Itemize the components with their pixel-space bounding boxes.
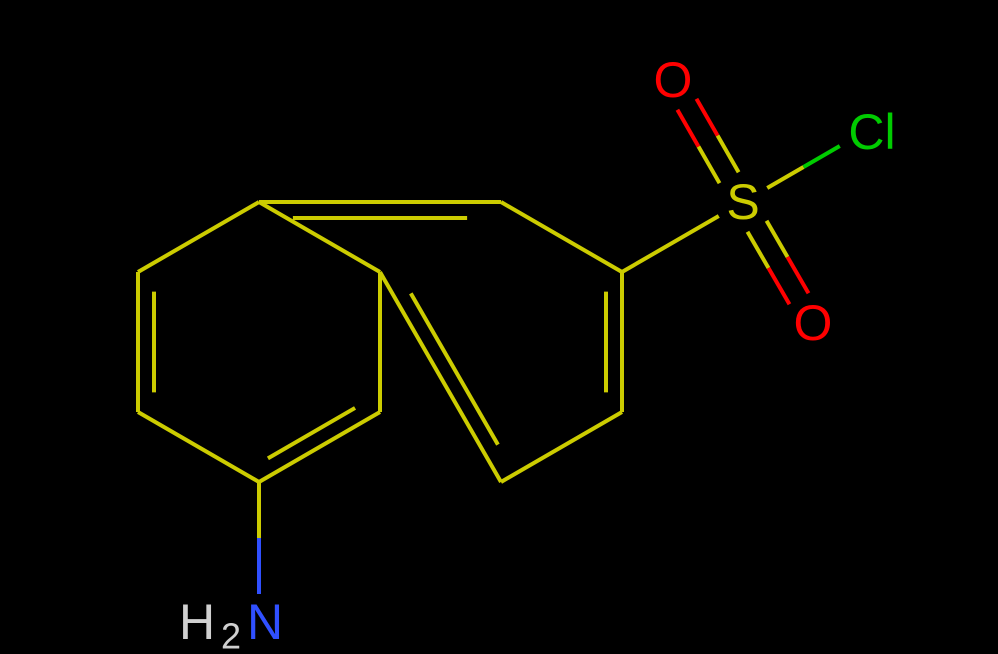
atom-label-o: O [794,295,833,351]
bond-s-o2 [768,268,789,304]
bond-s-o2 [747,232,768,268]
bond-s-o2 [788,257,809,293]
atom-label-s: S [726,174,759,230]
atom-h: H [179,594,215,650]
bond-c8-c8a [411,293,498,444]
atom-label-cl: Cl [848,104,895,160]
atom-n: N [247,594,283,650]
bond-c5-c6 [501,202,622,272]
bond-s-o1 [718,136,739,173]
bond-s-o1 [698,146,719,183]
bond-s-o2 [767,221,788,257]
bond-c4a-c8a [259,202,380,272]
atom-h-sub: 2 [221,616,241,654]
bond-s-cl [767,167,803,188]
bond-s-o1 [677,110,698,147]
bond-c7-c8 [501,412,622,482]
bond-s-o1 [696,99,717,136]
bond-c6-s [622,216,719,272]
bond-c8-c8a [380,272,501,482]
atom-label-o: O [654,52,693,108]
bond-s-cl [804,146,840,167]
bond-c4-c4a [138,202,259,272]
atom-label-nh2: H2N [179,594,283,654]
molecule-canvas: H2N S O O Cl [0,0,998,654]
bond-c2-c3 [138,412,259,482]
bond-c1-c2 [259,412,380,482]
atoms-layer: H2N S O O Cl [179,52,896,654]
